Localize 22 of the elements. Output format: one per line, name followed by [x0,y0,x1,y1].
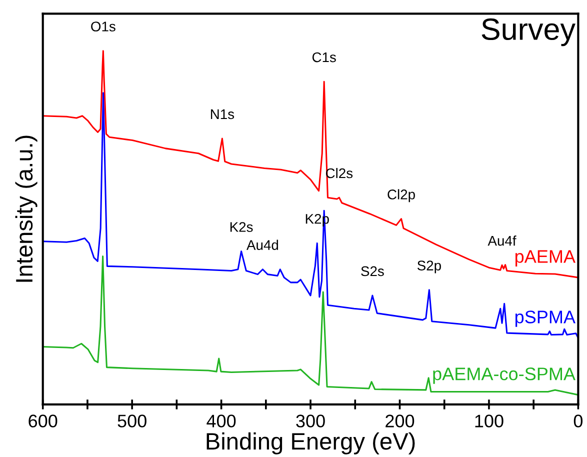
x-axis-title: Binding Energy (eV) [206,432,415,454]
annotation: C1s [312,52,336,62]
annotation: S2s [361,266,384,276]
annotation: Cl2p [388,189,415,202]
series-label: pAEMA-co-SPMA [433,368,576,384]
x-tick-label: 200 [386,414,414,428]
y-axis-title: Intensity (a.u.) [15,136,38,282]
x-tick-label: 600 [28,414,58,428]
x-tick-label: 100 [475,414,504,428]
annotation: N1s [210,109,234,120]
annotation: Au4f [488,236,516,246]
annotation: S2p [417,260,441,274]
x-tick-label: 400 [206,414,236,428]
x-tick-label: 0 [574,414,583,428]
series-label: pSPMA [515,310,576,327]
chart-title: Survey [482,18,576,46]
series-label: pAEMA [515,250,576,266]
annotation: Au4d [246,240,278,250]
x-tick-label: 300 [296,414,325,428]
annotation: K2s [230,222,253,232]
annotation: O1s [91,22,116,32]
x-tick-label: 500 [118,414,146,428]
